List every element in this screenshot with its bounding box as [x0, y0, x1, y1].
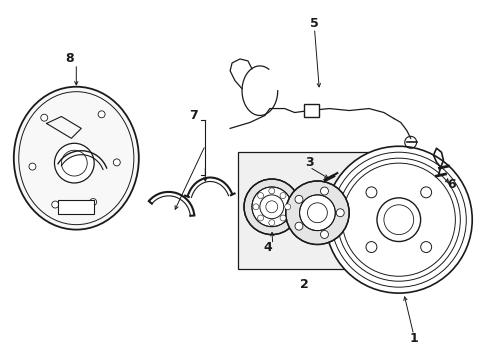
- Circle shape: [420, 242, 431, 252]
- Circle shape: [244, 179, 299, 235]
- Circle shape: [280, 193, 285, 199]
- Circle shape: [113, 159, 120, 166]
- Circle shape: [89, 199, 97, 206]
- Circle shape: [420, 187, 431, 198]
- Circle shape: [268, 188, 274, 194]
- Circle shape: [325, 146, 471, 293]
- Text: 4: 4: [263, 241, 272, 254]
- Text: 8: 8: [65, 53, 74, 66]
- Circle shape: [54, 143, 94, 183]
- Text: 2: 2: [300, 278, 308, 291]
- Circle shape: [320, 187, 328, 195]
- Circle shape: [251, 187, 291, 227]
- Circle shape: [336, 209, 344, 217]
- Circle shape: [365, 242, 376, 252]
- Circle shape: [294, 222, 303, 230]
- Circle shape: [29, 163, 36, 170]
- Circle shape: [257, 215, 263, 221]
- Text: 1: 1: [408, 332, 417, 345]
- Circle shape: [285, 181, 348, 244]
- Circle shape: [52, 201, 59, 208]
- Text: 7: 7: [189, 109, 197, 122]
- Bar: [303, 104, 319, 117]
- Circle shape: [98, 111, 105, 118]
- Text: 6: 6: [446, 179, 455, 192]
- Bar: [238, 152, 368, 269]
- Circle shape: [252, 204, 258, 210]
- Circle shape: [365, 187, 376, 198]
- Circle shape: [320, 230, 328, 238]
- Circle shape: [376, 198, 420, 242]
- Text: 5: 5: [309, 17, 318, 30]
- Circle shape: [299, 195, 335, 231]
- Circle shape: [284, 204, 290, 210]
- Circle shape: [268, 220, 274, 226]
- Ellipse shape: [14, 87, 139, 230]
- Bar: [59, 200, 94, 214]
- Circle shape: [294, 195, 303, 203]
- Circle shape: [41, 114, 48, 121]
- Circle shape: [280, 215, 285, 221]
- Text: 3: 3: [305, 156, 313, 168]
- Circle shape: [257, 193, 263, 199]
